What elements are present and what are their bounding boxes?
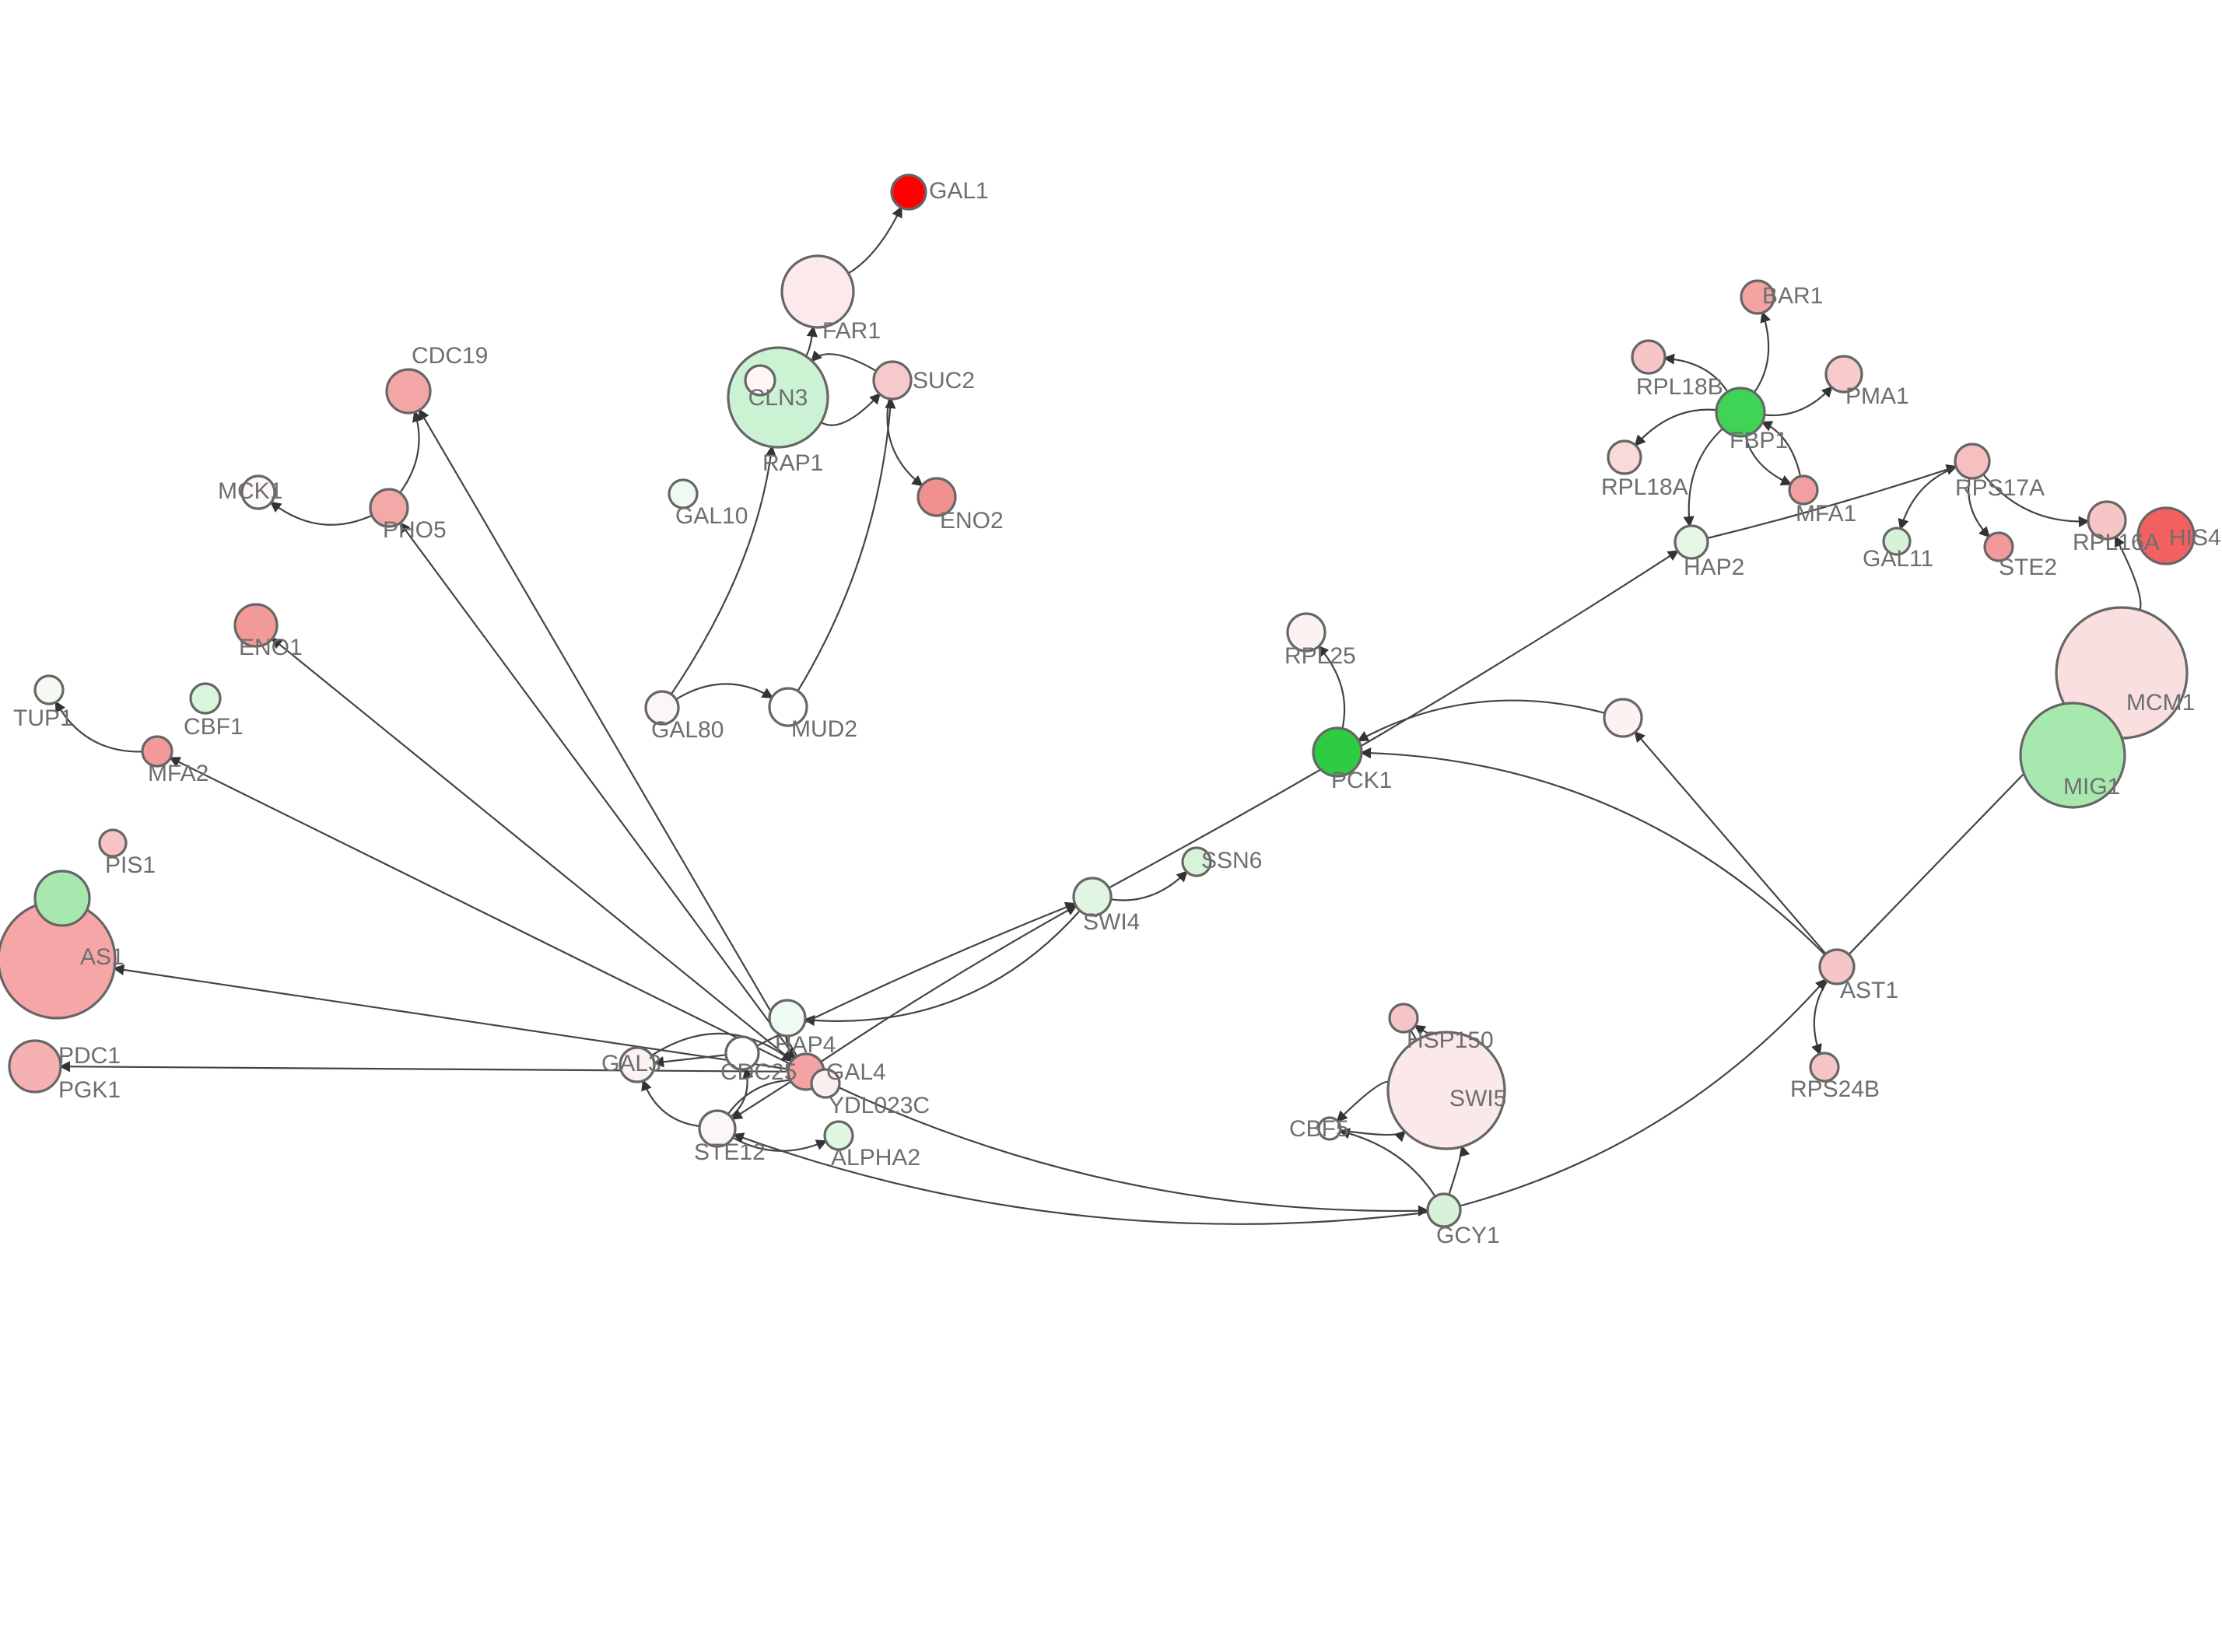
svg-text:TUP1: TUP1 <box>13 705 73 731</box>
svg-text:PMA1: PMA1 <box>1845 383 1909 409</box>
svg-text:GAL3: GAL3 <box>601 1051 661 1076</box>
svg-text:CBF5: CBF5 <box>1289 1116 1349 1142</box>
svg-text:STE12: STE12 <box>694 1139 766 1165</box>
svg-text:RPL16A: RPL16A <box>2073 530 2160 555</box>
svg-text:RPS24B: RPS24B <box>1790 1076 1880 1102</box>
svg-text:ENO1: ENO1 <box>239 635 303 660</box>
svg-text:GAL80: GAL80 <box>651 717 724 743</box>
svg-text:SSN6: SSN6 <box>1201 848 1262 873</box>
svg-text:GAL10: GAL10 <box>675 503 748 529</box>
svg-text:CDC25: CDC25 <box>720 1059 797 1085</box>
svg-text:ALPHA2: ALPHA2 <box>831 1145 920 1171</box>
svg-text:HAP4: HAP4 <box>775 1032 836 1058</box>
svg-text:BAR1: BAR1 <box>1762 283 1823 309</box>
svg-text:YDL023C: YDL023C <box>829 1093 930 1118</box>
svg-text:GAL1: GAL1 <box>929 178 989 204</box>
svg-text:SWI4: SWI4 <box>1083 909 1140 935</box>
svg-text:CLN3: CLN3 <box>748 385 808 411</box>
svg-text:MCK1: MCK1 <box>218 478 282 504</box>
svg-text:PCK1: PCK1 <box>1331 768 1392 793</box>
svg-text:CBF1: CBF1 <box>184 714 244 740</box>
svg-text:PDC1: PDC1 <box>58 1043 121 1069</box>
svg-text:AST1: AST1 <box>1840 978 1898 1003</box>
svg-text:HAP2: HAP2 <box>1684 555 1744 580</box>
svg-text:RPL25: RPL25 <box>1284 643 1356 669</box>
svg-text:GAL11: GAL11 <box>1863 546 1933 572</box>
svg-text:SUC2: SUC2 <box>913 368 975 394</box>
svg-text:RPS17A: RPS17A <box>1955 475 2045 501</box>
svg-text:GAL4: GAL4 <box>826 1059 886 1085</box>
svg-text:SWI5: SWI5 <box>1449 1086 1506 1111</box>
svg-text:AS1: AS1 <box>80 944 124 970</box>
svg-text:FAR1: FAR1 <box>822 318 881 344</box>
svg-text:PHO5: PHO5 <box>383 517 447 543</box>
svg-text:MUD2: MUD2 <box>791 716 857 742</box>
svg-text:PIS1: PIS1 <box>105 852 156 878</box>
svg-text:STE2: STE2 <box>1999 555 2057 580</box>
svg-text:HSP150: HSP150 <box>1407 1027 1494 1053</box>
svg-text:MFA2: MFA2 <box>148 761 209 786</box>
svg-text:ENO2: ENO2 <box>940 508 1004 534</box>
svg-text:GCY1: GCY1 <box>1436 1223 1500 1248</box>
svg-text:MFA1: MFA1 <box>1796 501 1856 527</box>
svg-text:PGK1: PGK1 <box>58 1077 121 1103</box>
svg-text:MCM1: MCM1 <box>2126 690 2195 716</box>
svg-text:HIS4: HIS4 <box>2169 525 2221 551</box>
svg-text:CDC19: CDC19 <box>412 343 488 369</box>
svg-text:MIG1: MIG1 <box>2063 774 2120 800</box>
svg-text:RPL18B: RPL18B <box>1636 374 1723 400</box>
svg-text:RAP1: RAP1 <box>762 450 823 476</box>
svg-text:RPL18A: RPL18A <box>1601 474 1688 500</box>
svg-text:FBP1: FBP1 <box>1730 428 1788 453</box>
